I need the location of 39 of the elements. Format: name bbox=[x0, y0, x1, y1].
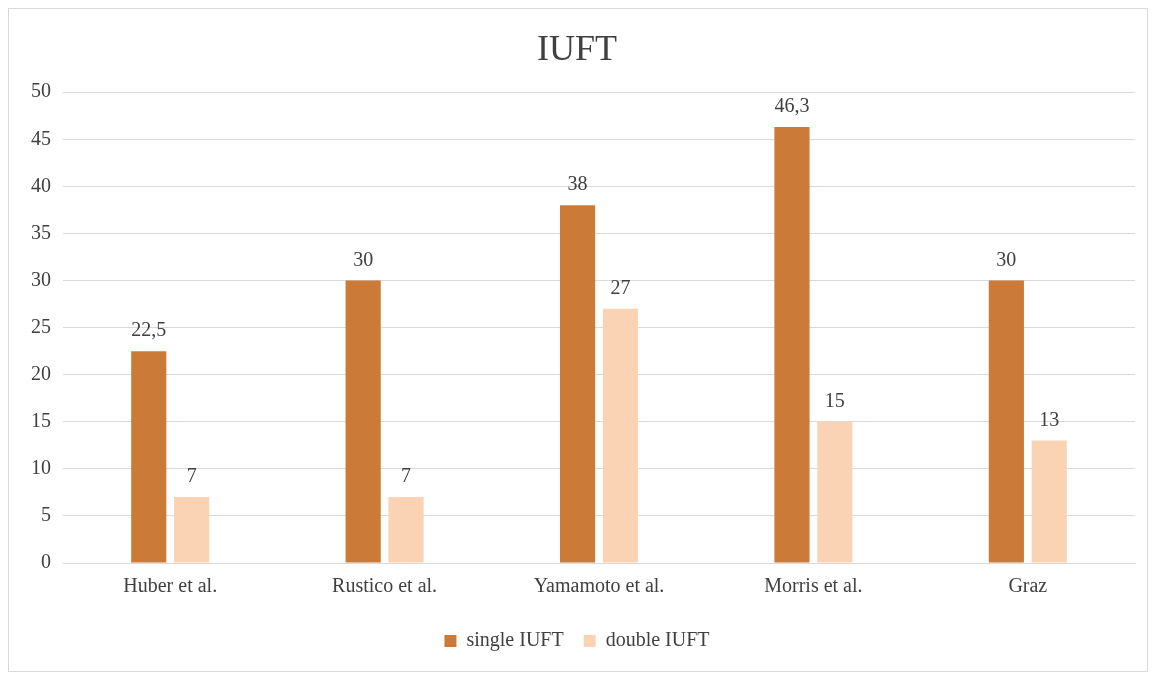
x-tick-label: Yamamoto et al. bbox=[533, 574, 665, 597]
bar bbox=[131, 351, 167, 563]
data-label: 22,5 bbox=[131, 318, 167, 341]
bar bbox=[1031, 440, 1067, 563]
data-label: 30 bbox=[996, 247, 1017, 270]
bar bbox=[988, 280, 1024, 563]
y-tick-label: 0 bbox=[41, 550, 51, 573]
y-tick-label: 10 bbox=[31, 456, 51, 479]
data-label: 38 bbox=[567, 172, 588, 195]
x-tick-label: Morris et al. bbox=[764, 574, 863, 597]
y-tick-label: 25 bbox=[31, 314, 51, 337]
y-tick-label: 35 bbox=[31, 220, 51, 243]
data-label: 7 bbox=[401, 464, 412, 487]
legend-label: single IUFT bbox=[466, 628, 564, 652]
data-label: 27 bbox=[610, 276, 631, 299]
y-tick-label: 20 bbox=[31, 361, 51, 384]
data-label: 7 bbox=[186, 464, 197, 487]
bar bbox=[559, 205, 596, 563]
y-tick-label: 30 bbox=[31, 267, 51, 290]
y-tick-label: 5 bbox=[41, 503, 51, 526]
bar bbox=[345, 280, 381, 563]
y-tick-label: 45 bbox=[31, 126, 51, 149]
y-tick-label: 40 bbox=[31, 173, 51, 196]
y-tick-label: 15 bbox=[31, 409, 51, 432]
data-label: 46,3 bbox=[774, 94, 810, 117]
bar bbox=[774, 127, 810, 563]
data-label: 30 bbox=[353, 247, 374, 270]
x-tick-label: Rustico et al. bbox=[332, 574, 438, 597]
bar bbox=[817, 421, 853, 563]
legend-label: double IUFT bbox=[605, 628, 710, 651]
x-tick-label: Graz bbox=[1008, 574, 1048, 597]
bar bbox=[174, 497, 210, 563]
bar bbox=[388, 497, 424, 563]
data-label: 13 bbox=[1039, 407, 1060, 430]
bar bbox=[602, 308, 639, 563]
y-tick-label: 50 bbox=[31, 79, 51, 102]
chart-title: IUFT bbox=[537, 28, 618, 69]
data-label: 15 bbox=[824, 389, 845, 412]
x-tick-label: Huber et al. bbox=[123, 574, 218, 597]
